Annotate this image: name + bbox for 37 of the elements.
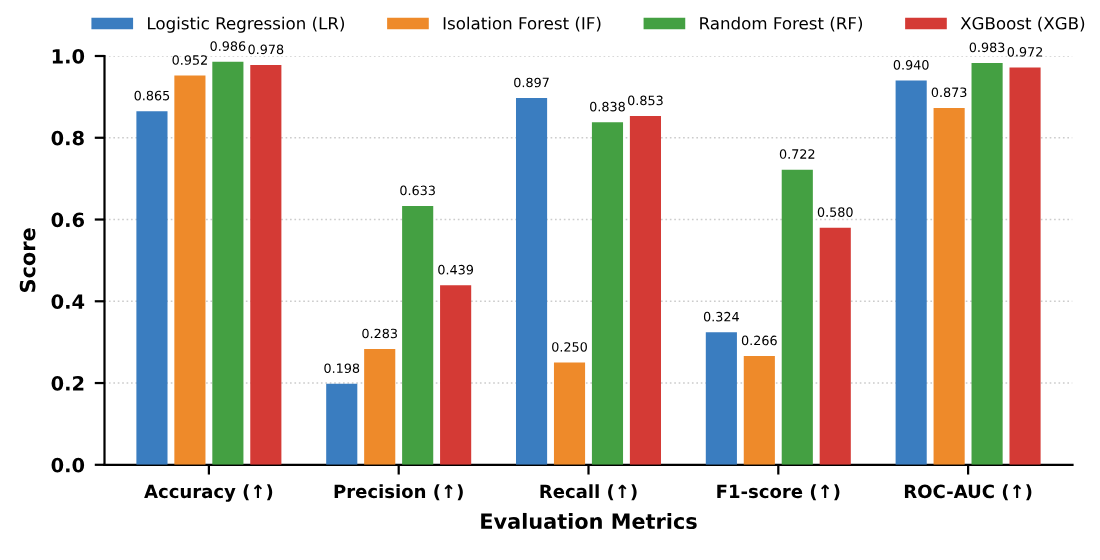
bar [326, 383, 358, 465]
x-axis-title: Evaluation Metrics [481, 512, 697, 530]
legend-label: XGBoost (XGB) [960, 16, 1085, 32]
bar [250, 64, 282, 465]
bar [212, 61, 244, 465]
bar [364, 349, 396, 465]
y-axis-title: Score [19, 228, 36, 292]
bar [515, 98, 548, 465]
y-tick-label: 0.2 [51, 376, 84, 391]
bar [591, 122, 624, 465]
y-tick-label: 1.0 [52, 48, 85, 64]
legend-label: Logistic Regression (LR) [148, 16, 345, 33]
bar [629, 116, 662, 465]
legend-label: Random Forest (RF) [700, 16, 863, 32]
bar [136, 111, 168, 465]
bar [819, 227, 851, 465]
bar [743, 356, 775, 465]
bar [705, 332, 737, 465]
y-tick-label: 0.8 [51, 130, 84, 146]
bar [1009, 67, 1041, 465]
bar [440, 285, 472, 465]
x-tick-label: Precision (↑) [334, 484, 463, 501]
bar [895, 80, 927, 465]
x-tick-label: ROC-AUC (↑) [904, 484, 1032, 501]
y-tick-label: 0.4 [51, 294, 85, 309]
x-tick-label: Recall (↑) [540, 484, 637, 501]
y-tick-label: 0.0 [51, 457, 85, 473]
bar [781, 169, 813, 465]
y-tick-label: 0.6 [51, 212, 85, 228]
bar [933, 107, 965, 465]
bar [553, 362, 586, 465]
bar [971, 62, 1003, 465]
legend-label: Isolation Forest (IF) [443, 16, 601, 32]
x-tick-label: F1-score (↑) [717, 484, 840, 501]
x-tick-label: Accuracy (↑) [144, 484, 273, 502]
bar [402, 206, 434, 465]
bar [174, 75, 206, 465]
